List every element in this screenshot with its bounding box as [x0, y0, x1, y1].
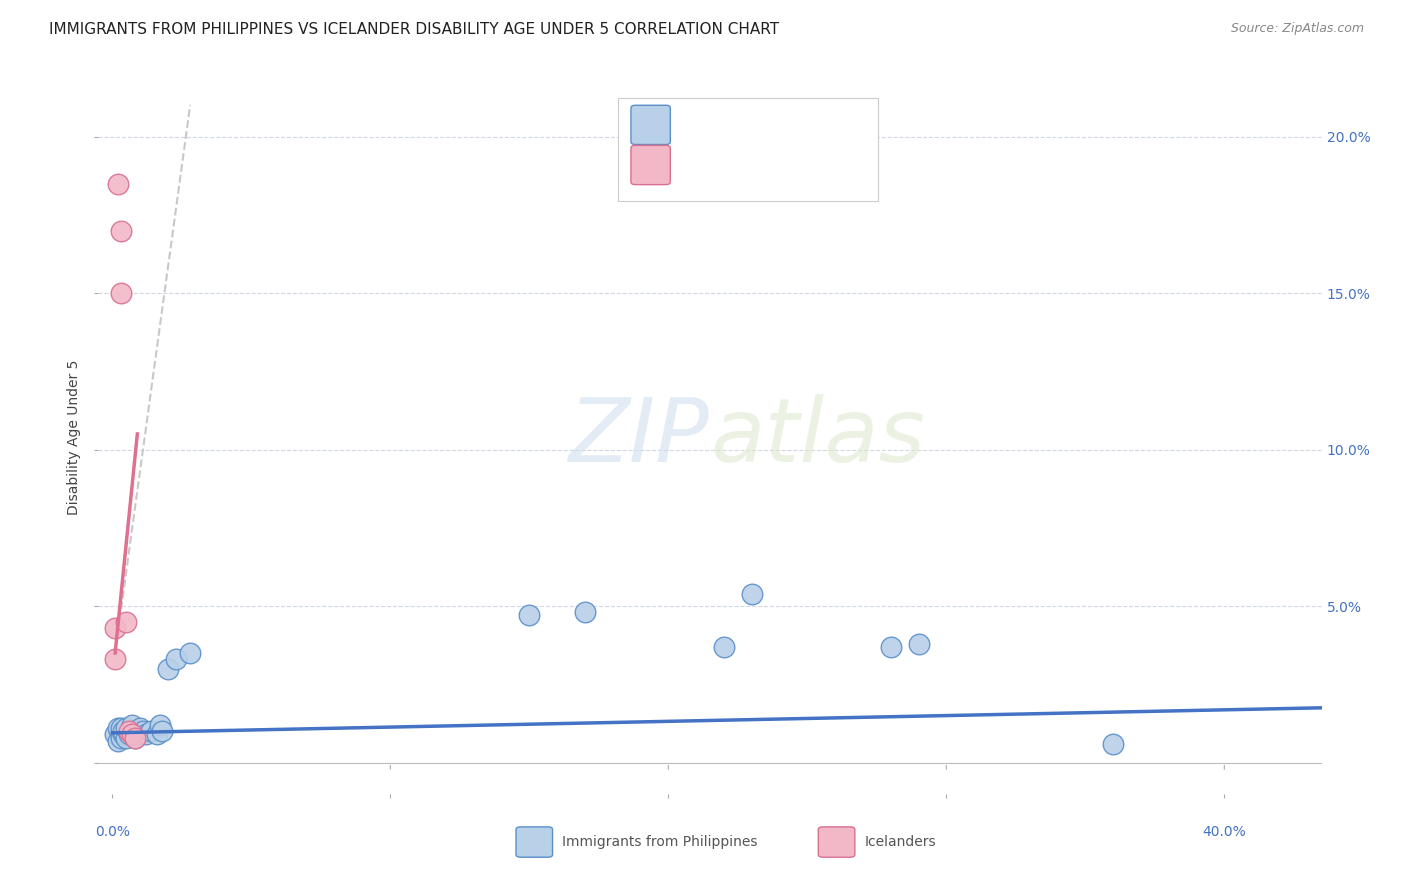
Point — [121, 727, 143, 741]
Text: Immigrants from Philippines: Immigrants from Philippines — [562, 835, 758, 849]
Point — [127, 724, 149, 739]
Text: R =: R = — [681, 118, 713, 132]
Point — [124, 731, 146, 745]
Point — [146, 727, 169, 741]
Point — [112, 727, 135, 741]
Point — [132, 724, 155, 739]
Point — [165, 652, 187, 666]
Point — [104, 652, 127, 666]
Text: R =: R = — [681, 158, 713, 172]
Point — [907, 637, 929, 651]
Text: 0.223: 0.223 — [711, 118, 755, 132]
Point — [107, 733, 129, 747]
Text: N =: N = — [754, 158, 801, 172]
Point — [115, 731, 138, 745]
Point — [574, 605, 596, 619]
Point — [150, 724, 173, 739]
Point — [1102, 737, 1125, 751]
Point — [115, 721, 138, 735]
Text: 0.246: 0.246 — [711, 158, 755, 172]
Point — [118, 727, 141, 741]
Point — [115, 615, 138, 629]
Point — [124, 731, 146, 745]
Point — [179, 646, 201, 660]
Point — [880, 640, 903, 654]
Point — [135, 727, 157, 741]
Point — [141, 724, 163, 739]
Text: 0.0%: 0.0% — [94, 825, 129, 839]
Text: atlas: atlas — [710, 394, 925, 480]
Point — [121, 724, 143, 739]
Point — [110, 721, 132, 735]
Point — [110, 286, 132, 301]
Point — [713, 640, 735, 654]
Y-axis label: Disability Age Under 5: Disability Age Under 5 — [67, 359, 82, 515]
Point — [107, 721, 129, 735]
Text: N =: N = — [754, 118, 801, 132]
Point — [104, 727, 127, 741]
Point — [156, 662, 179, 676]
Point — [517, 608, 540, 623]
Point — [129, 721, 152, 735]
Point — [149, 718, 172, 732]
Text: 40.0%: 40.0% — [1202, 825, 1246, 839]
Point — [129, 727, 152, 741]
Text: Source: ZipAtlas.com: Source: ZipAtlas.com — [1230, 22, 1364, 36]
Point — [110, 731, 132, 745]
Point — [112, 724, 135, 739]
Text: Icelanders: Icelanders — [865, 835, 936, 849]
Point — [121, 718, 143, 732]
Text: IMMIGRANTS FROM PHILIPPINES VS ICELANDER DISABILITY AGE UNDER 5 CORRELATION CHAR: IMMIGRANTS FROM PHILIPPINES VS ICELANDER… — [49, 22, 779, 37]
Point — [104, 621, 127, 635]
Point — [118, 724, 141, 739]
Text: 9: 9 — [806, 158, 820, 172]
Point — [107, 177, 129, 191]
Text: 32: 32 — [806, 118, 825, 132]
Point — [110, 223, 132, 237]
Point — [741, 586, 763, 600]
Text: ZIP: ZIP — [569, 394, 710, 480]
